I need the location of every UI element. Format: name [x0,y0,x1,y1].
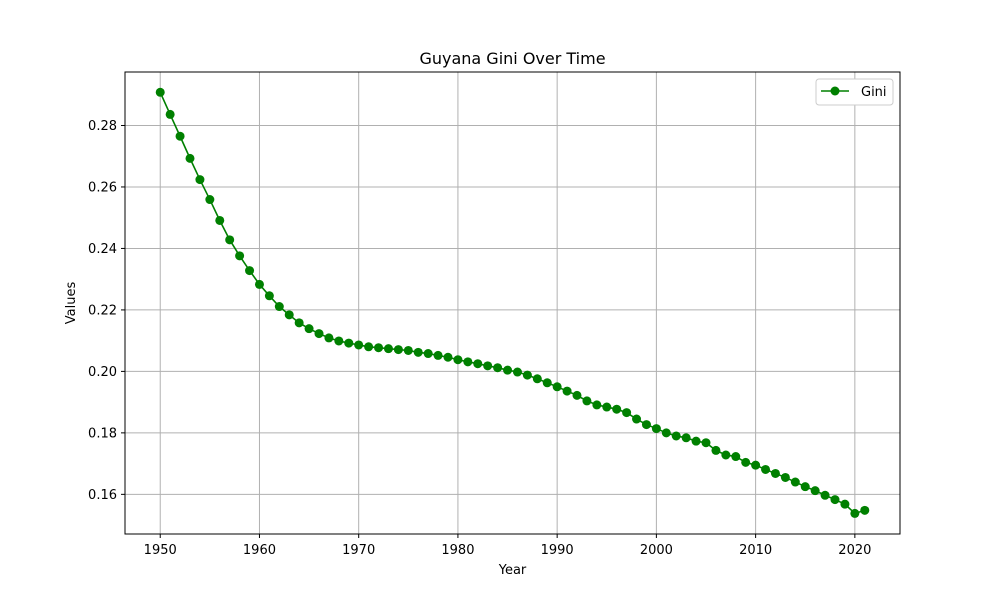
data-point [483,361,493,371]
data-point [761,464,771,474]
data-point [294,318,304,328]
data-point [175,131,185,141]
x-tick-label: 1970 [342,543,375,558]
legend: Gini [815,78,894,106]
data-point [413,347,423,357]
data-point [453,355,463,365]
data-point [562,386,572,396]
legend-marker [830,86,840,96]
data-point [493,363,503,373]
data-point [721,450,731,460]
data-point [155,87,165,97]
data-point [542,378,552,388]
data-point [582,396,592,406]
data-point [681,433,691,443]
data-point [592,400,602,410]
data-point [691,436,701,446]
y-tick-label: 0.16 [88,488,117,503]
data-point [195,175,205,185]
legend-box [815,78,894,106]
data-point [334,336,344,346]
series-layer [155,87,870,518]
data-point [364,342,374,352]
data-point [284,310,294,320]
data-point [225,235,235,245]
data-point [374,343,384,353]
data-point [383,344,393,354]
data-point [770,468,780,478]
x-tick-label: 1950 [144,543,177,558]
data-point [830,495,840,505]
data-point [512,367,522,377]
data-point [274,302,284,312]
data-point [473,359,483,369]
data-point [602,402,612,412]
data-point [661,428,671,438]
data-point [403,345,413,355]
data-point [741,457,751,467]
data-point [711,445,721,455]
x-axis: 1950 1960 1970 1980 1990 2000 2010 2020 [144,534,871,558]
data-point [463,357,473,367]
data-point [393,345,403,355]
data-point [205,195,215,205]
y-tick-label: 0.26 [88,180,117,195]
data-point [701,438,711,448]
x-tick-label: 2020 [838,543,871,558]
data-point [810,486,820,496]
data-point [651,424,661,434]
data-point [572,390,582,400]
data-point [790,477,800,487]
data-point [264,291,274,301]
x-tick-label: 1990 [541,543,574,558]
y-tick-label: 0.24 [88,242,117,257]
data-point [671,431,681,441]
x-tick-label: 1960 [243,543,276,558]
data-point [165,109,175,119]
data-point [304,324,314,334]
data-point [641,420,651,430]
y-tick-label: 0.22 [88,303,117,318]
data-point [235,251,245,261]
data-point [552,382,562,392]
plot-area-frame [124,71,901,535]
data-point [344,338,354,348]
x-axis-title: Year [498,563,527,578]
data-point [245,266,255,276]
data-point [632,414,642,424]
data-point [780,472,790,482]
y-tick-label: 0.18 [88,426,117,441]
data-point [800,482,810,492]
data-point [433,350,443,360]
data-point [860,505,870,515]
chart-title: Guyana Gini Over Time [419,49,605,68]
data-point [522,370,532,380]
data-point [254,279,264,289]
data-point [840,499,850,509]
data-point [622,408,632,418]
data-point [324,333,334,343]
data-point [503,365,513,375]
data-point [185,153,195,163]
y-tick-label: 0.28 [88,119,117,134]
data-point [532,374,542,384]
data-point [751,460,761,470]
x-tick-label: 2010 [739,543,772,558]
data-point [612,404,622,414]
data-point [820,490,830,500]
data-point [423,349,433,359]
data-point [731,452,741,462]
legend-label: Gini [861,85,887,100]
data-point [314,329,324,339]
y-axis-title: Values [64,282,79,325]
y-tick-label: 0.20 [88,365,117,380]
y-axis: 0.16 0.18 0.20 0.22 0.24 0.26 0.28 [88,119,125,503]
data-point [354,340,364,350]
data-point [850,508,860,518]
data-point [215,215,225,225]
x-tick-label: 2000 [640,543,673,558]
x-tick-label: 1980 [441,543,474,558]
data-point [443,352,453,362]
